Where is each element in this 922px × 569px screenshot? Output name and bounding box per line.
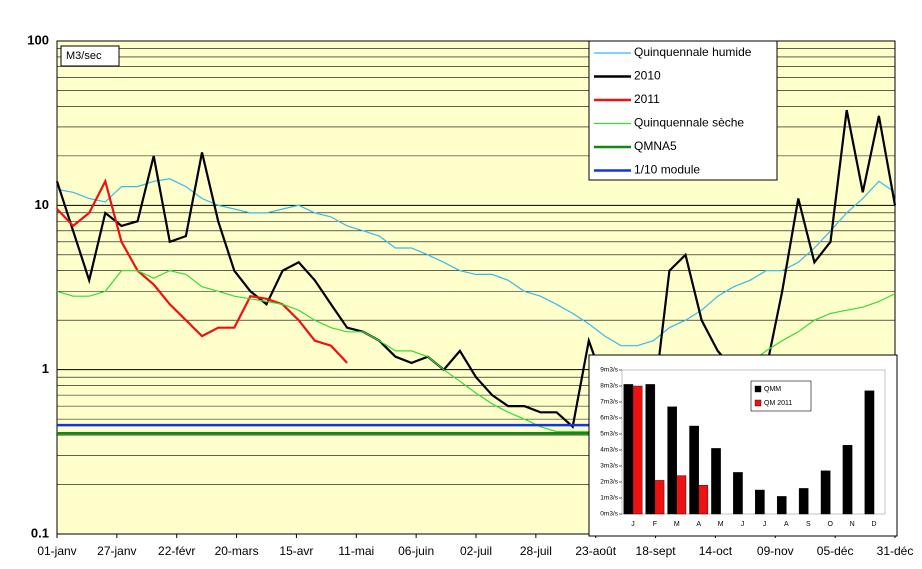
inset-x-tick-label: J — [741, 521, 745, 528]
inset-legend-label: QMM — [764, 386, 781, 393]
x-tick-label: 23-août — [575, 544, 616, 558]
bar — [689, 425, 699, 515]
x-tick-label: 27-janv — [97, 544, 136, 558]
inset-y-tick-label: 6m3/s — [600, 415, 618, 422]
bar — [864, 390, 875, 515]
legend-label: 2010 — [634, 69, 661, 83]
inset-y-tick-label: 7m3/s — [600, 399, 618, 406]
inset-x-tick-label: O — [827, 521, 833, 528]
y-label-box — [60, 45, 120, 67]
inset-x-tick-label: D — [872, 521, 877, 528]
bar — [798, 488, 809, 515]
inset-legend-label: QM 2011 — [764, 400, 792, 407]
x-tick-label: 11-mai — [338, 544, 374, 558]
x-tick-label: 22-févr — [158, 544, 195, 558]
inset-x-tick-label: A — [696, 521, 701, 528]
x-tick-label: 15-avr — [279, 544, 313, 558]
inset-x-tick-label: A — [784, 521, 789, 528]
bar — [645, 384, 656, 515]
bar — [623, 384, 634, 515]
x-tick-label: 20-mars — [215, 544, 259, 558]
bar — [667, 406, 677, 515]
series-line — [56, 178, 896, 347]
x-tick-label: 09-nov — [757, 544, 794, 558]
legend-label: Quinquennale humide — [634, 45, 752, 59]
y-tick-label: 0.1 — [31, 525, 49, 540]
inset-legend-swatch — [754, 385, 762, 393]
series-line — [56, 178, 348, 364]
inset-x-tick-label: J — [631, 521, 635, 528]
x-tick-label: 01-janv — [37, 544, 76, 558]
inset-y-tick-label: 2m3/s — [600, 479, 618, 486]
x-tick-label: 06-juin — [398, 544, 434, 558]
x-tick-label: 05-déc — [817, 544, 854, 558]
inset-x-tick-label: M — [674, 521, 680, 528]
inset-y-tick-label: 5m3/s — [600, 431, 618, 438]
bar — [676, 475, 687, 515]
bar — [632, 385, 643, 515]
bar — [733, 472, 743, 515]
y-label: M3/sec — [66, 50, 102, 62]
legend-label: QMNA5 — [634, 139, 677, 153]
bar — [711, 448, 721, 515]
legend-box — [588, 40, 778, 181]
legend-label: 1/10 module — [634, 163, 700, 177]
y-tick-label: 1 — [42, 361, 49, 376]
y-tick-label: 10 — [35, 197, 49, 212]
bar — [755, 489, 765, 515]
inset-x-tick-label: S — [806, 521, 811, 528]
bar — [820, 470, 831, 515]
x-tick-label: 31-déc — [877, 544, 914, 558]
bar — [698, 485, 709, 515]
legend-label: Quinquennale sèche — [634, 116, 744, 130]
inset-y-tick-label: 4m3/s — [600, 447, 618, 454]
inset-y-tick-label: 3m3/s — [600, 463, 618, 470]
x-tick-label: 18-sept — [636, 544, 677, 558]
inset-legend-swatch — [754, 399, 762, 407]
bar — [654, 480, 665, 515]
bar — [842, 445, 853, 515]
y-tick-label: 100 — [27, 32, 49, 47]
inset-x-tick-label: F — [653, 521, 657, 528]
inset-y-tick-label: 8m3/s — [600, 383, 618, 390]
inset-y-tick-label: 0m3/s — [600, 511, 618, 518]
x-tick-label: 02-juil — [460, 544, 492, 558]
x-tick-label: 28-juil — [520, 544, 552, 558]
inset-x-tick-label: M — [718, 521, 724, 528]
legend-label: 2011 — [634, 92, 660, 106]
bar — [776, 496, 787, 515]
inset-x-tick-label: N — [850, 521, 855, 528]
x-tick-label: 14-oct — [699, 544, 733, 558]
inset-y-tick-label: 9m3/s — [600, 367, 618, 374]
inset-y-tick-label: 1m3/s — [600, 495, 618, 502]
inset-x-tick-label: J — [763, 521, 767, 528]
